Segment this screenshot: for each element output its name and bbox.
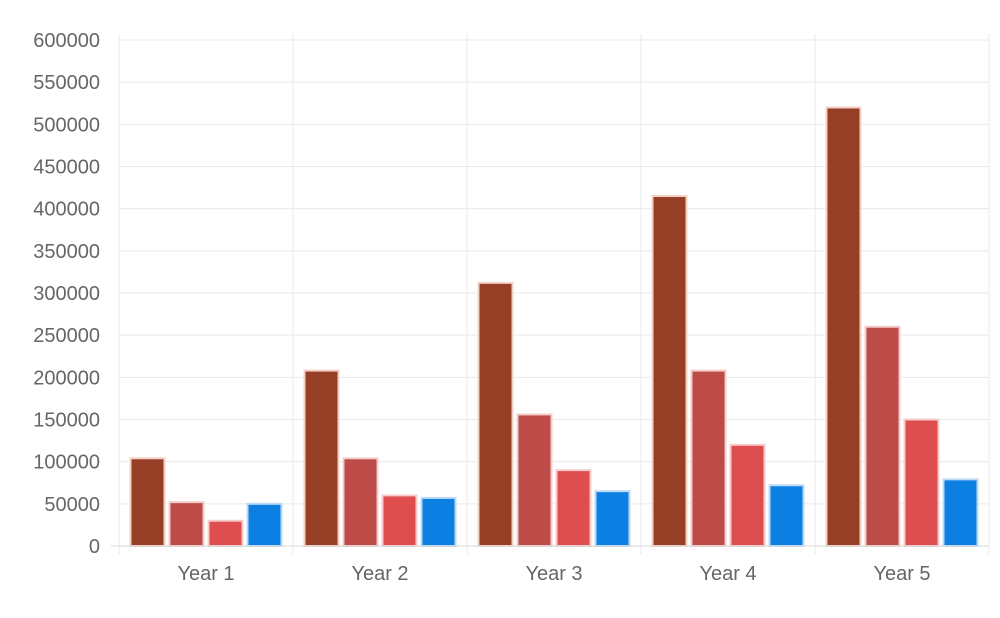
y-tick-label: 0 — [89, 536, 100, 558]
y-tick-label: 300000 — [33, 283, 100, 305]
bar[interactable] — [516, 413, 553, 547]
x-tick-label: Year 3 — [525, 563, 582, 585]
bar[interactable] — [942, 478, 979, 548]
x-tick-label: Year 5 — [873, 563, 930, 585]
bar[interactable] — [729, 443, 766, 547]
y-tick-label: 250000 — [33, 325, 100, 347]
x-tick-label: Year 1 — [177, 563, 234, 585]
y-tick-label: 500000 — [33, 114, 100, 136]
grid-layer — [118, 34, 990, 554]
bar[interactable] — [246, 502, 283, 548]
bar[interactable] — [651, 195, 688, 547]
bar[interactable] — [168, 501, 205, 547]
bar[interactable] — [303, 369, 340, 547]
bar[interactable] — [207, 519, 244, 548]
x-tick-label: Year 4 — [699, 563, 756, 585]
y-tick-label: 50000 — [44, 494, 100, 516]
y-tick-label: 600000 — [33, 30, 100, 52]
bar[interactable] — [555, 469, 592, 548]
labels-layer: 0 50000 100000 150000 200000 250000 300000 3500… — [33, 30, 930, 585]
y-tick-label: 400000 — [33, 199, 100, 221]
bar[interactable] — [129, 457, 166, 547]
bar[interactable] — [381, 494, 418, 547]
bar[interactable] — [594, 490, 631, 547]
y-tick-label: 100000 — [33, 452, 100, 474]
y-tick-label: 150000 — [33, 410, 100, 432]
y-tick-label: 450000 — [33, 157, 100, 179]
bar[interactable] — [477, 281, 514, 547]
bar[interactable] — [420, 496, 457, 547]
y-tick-label: 550000 — [33, 72, 100, 94]
bar[interactable] — [903, 418, 940, 547]
bar[interactable] — [768, 484, 805, 547]
bars-layer — [129, 106, 979, 548]
x-tick-label: Year 2 — [351, 563, 408, 585]
bar[interactable] — [342, 457, 379, 547]
y-tick-label: 200000 — [33, 367, 100, 389]
bar[interactable] — [690, 369, 727, 547]
bar[interactable] — [825, 106, 862, 547]
bar[interactable] — [864, 325, 901, 547]
y-tick-label: 350000 — [33, 241, 100, 263]
